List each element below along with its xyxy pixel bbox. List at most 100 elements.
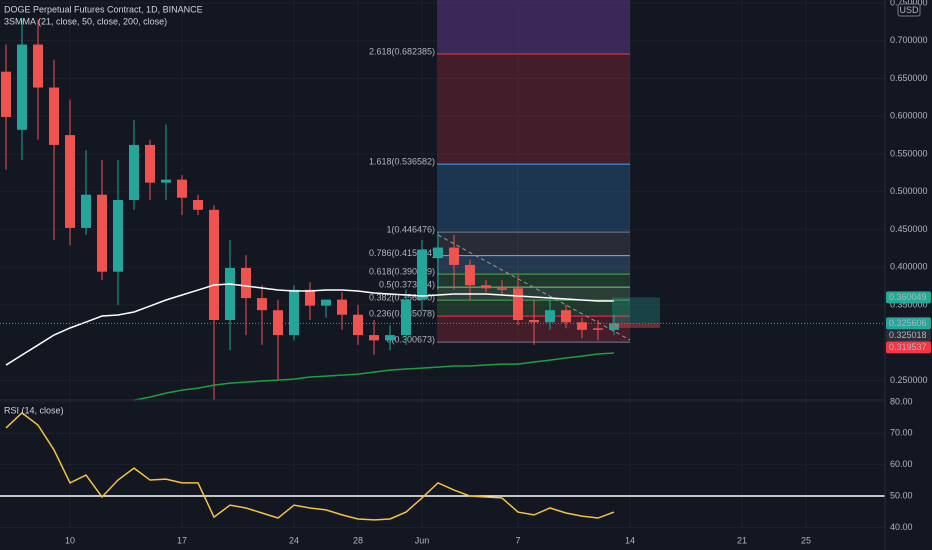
price-tag bbox=[886, 341, 931, 354]
y-tick-label: 0.500000 bbox=[890, 186, 928, 196]
fib-band bbox=[437, 0, 630, 55]
candle-body bbox=[529, 320, 539, 323]
candle-body bbox=[321, 299, 331, 306]
fib-label: 1.618(0.536582) bbox=[369, 156, 435, 166]
moving-average bbox=[5, 283, 614, 366]
candle-body bbox=[49, 87, 59, 145]
x-tick-label: 7 bbox=[515, 535, 520, 545]
currency-box[interactable] bbox=[897, 3, 921, 17]
candle-body bbox=[161, 179, 171, 183]
fib-band bbox=[437, 164, 630, 233]
candle-body bbox=[1, 71, 11, 117]
y-tick-label: 0.600000 bbox=[890, 111, 928, 121]
candle-body bbox=[353, 314, 363, 336]
fib-label: 1(0.446476) bbox=[386, 224, 435, 234]
candle-body bbox=[33, 44, 43, 88]
price-tag-label: 0.325606 bbox=[889, 318, 927, 328]
candle-body bbox=[449, 247, 459, 265]
candle-body bbox=[545, 310, 555, 323]
candle-body bbox=[289, 289, 299, 336]
candle-body bbox=[481, 285, 491, 289]
y-tick-label: 0.400000 bbox=[890, 262, 928, 272]
y-tick-label: 40.00 bbox=[890, 522, 913, 532]
candle-body bbox=[129, 144, 139, 200]
plot bbox=[0, 19, 885, 521]
x-tick-label: 21 bbox=[737, 535, 747, 545]
candle-body bbox=[433, 247, 443, 259]
candle-body bbox=[561, 310, 571, 323]
candle-body bbox=[577, 322, 587, 330]
fib-label: 0(0.300673) bbox=[386, 335, 435, 345]
position-profit bbox=[612, 297, 660, 324]
fib-label: 0.382(0.356370) bbox=[369, 292, 435, 302]
price-tag bbox=[886, 291, 931, 304]
candle-body bbox=[113, 200, 123, 272]
candle-body bbox=[593, 328, 603, 330]
price-tag bbox=[886, 329, 931, 342]
fib-band bbox=[437, 255, 630, 275]
y-tick-label: 0.550000 bbox=[890, 148, 928, 158]
x-tick-label: 24 bbox=[289, 535, 299, 545]
x-tick-label: 25 bbox=[801, 535, 811, 545]
y-tick-label: 80.00 bbox=[890, 396, 913, 406]
indicator-legend: 3SMMA (21, close, 50, close, 200, close) bbox=[4, 16, 167, 26]
candle-body bbox=[609, 323, 619, 330]
candle-body bbox=[497, 288, 507, 290]
fib-band bbox=[437, 287, 630, 301]
position-loss bbox=[612, 323, 660, 328]
fib-label: 0.618(0.390779) bbox=[369, 267, 435, 277]
grid bbox=[0, 0, 885, 530]
candle-body bbox=[65, 135, 75, 228]
candle-body bbox=[257, 298, 267, 311]
x-tick-label: 10 bbox=[65, 535, 75, 545]
fib-label: 2.618(0.682385) bbox=[369, 46, 435, 56]
fib-band bbox=[437, 232, 630, 256]
candle-body bbox=[97, 194, 107, 272]
axis: 10 17 24 28 Jun 7 14 21 25 0.250000 0.350000 0.4000… bbox=[65, 0, 931, 545]
y-tick-label: 0.250000 bbox=[890, 375, 928, 385]
candle-body bbox=[209, 209, 219, 320]
candle-body bbox=[193, 200, 203, 210]
candle-body bbox=[241, 267, 251, 299]
y-tick-label: 0.650000 bbox=[890, 73, 928, 83]
candle-body bbox=[513, 288, 523, 320]
y-tick-label: 0.350000 bbox=[890, 299, 928, 309]
candle-body bbox=[305, 289, 315, 306]
chart-title: DOGE Perpetual Futures Contract, 1D, BIN… bbox=[4, 4, 203, 14]
candle-body bbox=[273, 310, 283, 336]
candle-body bbox=[401, 299, 411, 336]
fib-retracement: 2.618(0.682385) 1.618(0.536582) 1(0.446476… bbox=[369, 0, 630, 345]
candle-body bbox=[81, 194, 91, 228]
candle-body bbox=[385, 335, 395, 341]
price-tag bbox=[886, 317, 931, 330]
moving-average bbox=[133, 352, 615, 401]
x-tick-label: 14 bbox=[625, 535, 635, 545]
y-tick-label: 50.00 bbox=[890, 490, 913, 500]
candle-body bbox=[177, 179, 187, 198]
rsi-line bbox=[5, 411, 615, 521]
fib-label: 0.786(0.415274) bbox=[369, 248, 435, 258]
y-tick-label: 0.700000 bbox=[890, 35, 928, 45]
candle-body bbox=[145, 144, 155, 183]
y-tick-label: 70.00 bbox=[890, 428, 913, 438]
y-tick-label: 0.450000 bbox=[890, 224, 928, 234]
currency[interactable]: USD bbox=[899, 5, 919, 15]
candle-body bbox=[337, 299, 347, 315]
price-tag-label: 0.325018 bbox=[889, 330, 927, 340]
rsi-legend: RSI (14, close) bbox=[4, 405, 64, 415]
y-tick-label: 60.00 bbox=[890, 459, 913, 469]
fib-band bbox=[437, 274, 630, 288]
price-tag-label: 0.360049 bbox=[889, 292, 927, 302]
candle-body bbox=[465, 264, 475, 286]
x-tick-label: 17 bbox=[177, 535, 187, 545]
x-tick-label: 28 bbox=[353, 535, 363, 545]
candle-body bbox=[369, 335, 379, 341]
x-tick-label: Jun bbox=[415, 535, 430, 545]
fib-band bbox=[437, 54, 630, 165]
candle-body bbox=[17, 44, 27, 130]
candle-body bbox=[225, 267, 235, 320]
fib-label: 0.5(0.373574) bbox=[379, 279, 435, 289]
price-tag-label: 0.319537 bbox=[889, 342, 927, 352]
candle-body bbox=[417, 249, 427, 300]
